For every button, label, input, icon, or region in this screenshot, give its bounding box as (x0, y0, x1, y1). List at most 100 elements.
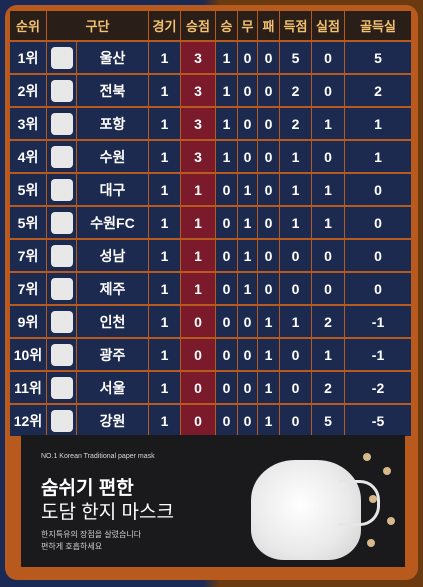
games-cell: 1 (149, 174, 182, 207)
games-cell: 1 (149, 141, 182, 174)
draws-cell: 0 (238, 75, 259, 108)
table-row: 5위 대구 1 1 0 1 0 1 1 0 (10, 174, 413, 207)
team-logo (47, 108, 77, 141)
team-name: 수원 (77, 141, 150, 174)
table-row: 2위 전북 1 3 1 0 0 2 0 2 (10, 75, 413, 108)
goals-for-cell: 0 (280, 405, 313, 438)
wins-cell: 1 (216, 75, 239, 108)
losses-cell: 0 (258, 273, 281, 306)
draws-cell: 0 (238, 306, 259, 339)
team-name: 대구 (77, 174, 150, 207)
team-name: 서울 (77, 372, 150, 405)
rank-cell: 9위 (10, 306, 47, 339)
mask-strap-image (339, 480, 380, 526)
points-cell: 3 (181, 75, 217, 108)
games-cell: 1 (149, 339, 182, 372)
team-emblem-icon (50, 46, 73, 69)
team-name: 전북 (77, 75, 150, 108)
losses-cell: 0 (258, 108, 281, 141)
table-row: 4위 수원 1 3 1 0 0 1 0 1 (10, 141, 413, 174)
draws-cell: 0 (238, 339, 259, 372)
rank-cell: 3위 (10, 108, 47, 141)
games-cell: 1 (149, 108, 182, 141)
losses-cell: 0 (258, 42, 281, 75)
games-cell: 1 (149, 75, 182, 108)
header-games: 경기 (149, 11, 182, 42)
rank-cell: 12위 (10, 405, 47, 438)
wins-cell: 0 (216, 372, 239, 405)
goals-against-cell: 0 (312, 42, 346, 75)
points-cell: 0 (181, 306, 217, 339)
team-emblem-icon (50, 145, 73, 168)
rank-cell: 7위 (10, 273, 47, 306)
losses-cell: 0 (258, 141, 281, 174)
draws-cell: 0 (238, 42, 259, 75)
draws-cell: 1 (238, 174, 259, 207)
ad-headline-1: 숨쉬기 편한 (41, 478, 134, 499)
rank-cell: 5위 (10, 174, 47, 207)
wins-cell: 0 (216, 207, 239, 240)
team-logo (47, 207, 77, 240)
team-emblem-icon (50, 112, 73, 135)
team-name: 제주 (77, 273, 150, 306)
team-name: 광주 (77, 339, 150, 372)
header-goal-diff: 골득실 (345, 11, 413, 42)
losses-cell: 0 (258, 75, 281, 108)
wins-cell: 1 (216, 42, 239, 75)
team-logo (47, 339, 77, 372)
rank-cell: 1위 (10, 42, 47, 75)
ad-tagline: NO.1 Korean Traditional paper mask (41, 453, 155, 460)
goals-against-cell: 0 (312, 240, 346, 273)
goal-diff-cell: -2 (345, 372, 413, 405)
goals-against-cell: 1 (312, 339, 346, 372)
goal-diff-cell: -1 (345, 306, 413, 339)
games-cell: 1 (149, 207, 182, 240)
team-emblem-icon (50, 310, 73, 333)
team-emblem-icon (50, 277, 73, 300)
team-name: 울산 (77, 42, 150, 75)
header-losses: 패 (258, 11, 281, 42)
draws-cell: 0 (238, 372, 259, 405)
goals-for-cell: 0 (280, 372, 313, 405)
wins-cell: 1 (216, 141, 239, 174)
flower-decoration (361, 447, 401, 557)
draws-cell: 1 (238, 207, 259, 240)
table-row: 5위 수원FC 1 1 0 1 0 1 1 0 (10, 207, 413, 240)
header-wins: 승 (216, 11, 239, 42)
goal-diff-cell: 1 (345, 108, 413, 141)
goals-for-cell: 2 (280, 108, 313, 141)
mask-advertisement[interactable]: NO.1 Korean Traditional paper mask 숨쉬기 편… (21, 435, 405, 567)
goal-diff-cell: 1 (345, 141, 413, 174)
games-cell: 1 (149, 306, 182, 339)
wins-cell: 0 (216, 273, 239, 306)
wins-cell: 0 (216, 174, 239, 207)
team-logo (47, 372, 77, 405)
standings-panel: 순위 구단 경기 승점 승 무 패 득점 실점 골득실 1위 울산 1 3 1 0 0 5 0 5… (5, 5, 418, 580)
rank-cell: 5위 (10, 207, 47, 240)
team-name: 수원FC (77, 207, 150, 240)
team-emblem-icon (50, 211, 73, 234)
goals-against-cell: 1 (312, 207, 346, 240)
losses-cell: 1 (258, 306, 281, 339)
points-cell: 3 (181, 141, 217, 174)
header-team: 구단 (47, 11, 150, 42)
goals-for-cell: 0 (280, 240, 313, 273)
team-logo (47, 75, 77, 108)
goals-against-cell: 0 (312, 75, 346, 108)
table-row: 10위 광주 1 0 0 0 1 0 1 -1 (10, 339, 413, 372)
ad-description-2: 편하게 호흡하세요 (41, 542, 103, 551)
games-cell: 1 (149, 372, 182, 405)
goals-for-cell: 1 (280, 141, 313, 174)
points-cell: 3 (181, 42, 217, 75)
losses-cell: 1 (258, 405, 281, 438)
goal-diff-cell: 5 (345, 42, 413, 75)
points-cell: 1 (181, 174, 217, 207)
table-row: 3위 포항 1 3 1 0 0 2 1 1 (10, 108, 413, 141)
wins-cell: 0 (216, 405, 239, 438)
goal-diff-cell: 0 (345, 207, 413, 240)
points-cell: 0 (181, 372, 217, 405)
team-logo (47, 273, 77, 306)
goals-for-cell: 5 (280, 42, 313, 75)
team-emblem-icon (50, 409, 73, 432)
draws-cell: 0 (238, 108, 259, 141)
